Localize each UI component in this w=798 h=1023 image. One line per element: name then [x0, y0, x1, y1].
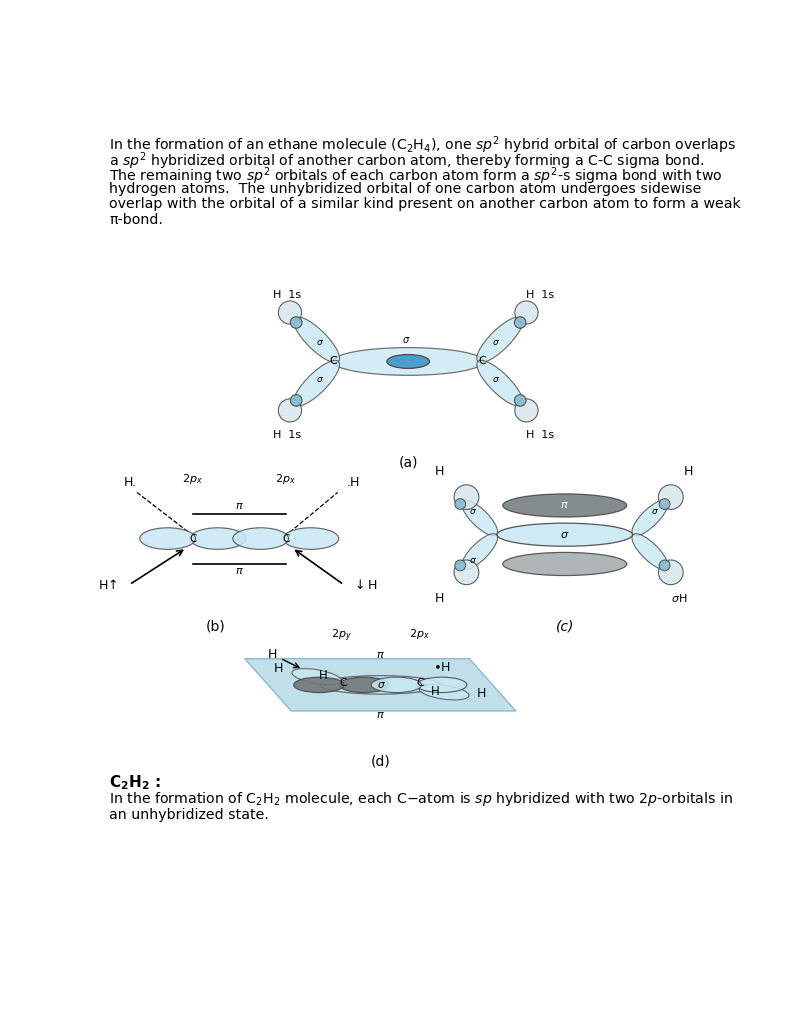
- Ellipse shape: [290, 395, 302, 406]
- Ellipse shape: [339, 677, 389, 693]
- Text: $\bullet$H: $\bullet$H: [433, 662, 451, 674]
- Ellipse shape: [294, 317, 340, 362]
- Text: C: C: [339, 678, 347, 688]
- Text: $\sigma$H: $\sigma$H: [671, 591, 687, 604]
- Ellipse shape: [320, 675, 440, 694]
- Text: overlap with the orbital of a similar kind present on another carbon atom to for: overlap with the orbital of a similar ki…: [109, 197, 741, 212]
- Text: $\sigma$: $\sigma$: [651, 507, 659, 517]
- Text: .H: .H: [346, 476, 360, 489]
- Text: H: H: [476, 686, 486, 700]
- Ellipse shape: [294, 360, 340, 406]
- Ellipse shape: [292, 669, 342, 684]
- Text: H$\!\uparrow$: H$\!\uparrow$: [98, 578, 117, 591]
- Text: $2p_x$: $2p_x$: [409, 627, 429, 641]
- Text: $\pi$: $\pi$: [560, 500, 569, 510]
- Text: $\pi$: $\pi$: [376, 650, 385, 660]
- Text: a $sp^2$ hybridized orbital of another carbon atom, thereby forming a C-C sigma : a $sp^2$ hybridized orbital of another c…: [109, 150, 705, 172]
- Ellipse shape: [279, 301, 302, 324]
- Ellipse shape: [503, 552, 626, 576]
- Text: H.: H.: [124, 476, 137, 489]
- Ellipse shape: [294, 677, 344, 693]
- Ellipse shape: [279, 399, 302, 421]
- Ellipse shape: [515, 399, 538, 421]
- Text: $2p_x$: $2p_x$: [275, 472, 296, 486]
- Ellipse shape: [290, 317, 302, 328]
- Ellipse shape: [455, 498, 466, 509]
- Text: In the formation of C$_2$H$_2$ molecule, each C$-$atom is $sp$ hybridized with t: In the formation of C$_2$H$_2$ molecule,…: [109, 791, 733, 808]
- Ellipse shape: [419, 684, 469, 700]
- Ellipse shape: [632, 500, 668, 536]
- Text: H: H: [431, 684, 440, 698]
- Text: H: H: [435, 591, 444, 605]
- Text: H  1s: H 1s: [273, 291, 301, 300]
- Text: $\sigma$: $\sigma$: [402, 335, 411, 345]
- Text: $\sigma$: $\sigma$: [316, 338, 324, 347]
- Text: H  1s: H 1s: [527, 291, 555, 300]
- Ellipse shape: [497, 523, 633, 546]
- Text: $\!\downarrow$H: $\!\downarrow$H: [354, 578, 377, 591]
- Ellipse shape: [515, 301, 538, 324]
- Ellipse shape: [658, 560, 683, 584]
- Text: C: C: [282, 534, 290, 543]
- Text: H: H: [268, 648, 299, 668]
- Text: (b): (b): [206, 619, 226, 633]
- Text: C: C: [189, 534, 196, 543]
- Text: hydrogen atoms.  The unhybridized orbital of one carbon atom undergoes sidewise: hydrogen atoms. The unhybridized orbital…: [109, 182, 701, 195]
- Text: C: C: [417, 678, 425, 688]
- Text: $\pi$: $\pi$: [376, 710, 385, 720]
- Text: $\sigma$: $\sigma$: [492, 374, 500, 384]
- Ellipse shape: [503, 494, 626, 517]
- Text: $\sigma$: $\sigma$: [492, 338, 500, 347]
- Ellipse shape: [233, 528, 289, 549]
- Text: $\pi$: $\pi$: [235, 501, 243, 512]
- Text: H  1s: H 1s: [273, 430, 301, 440]
- Ellipse shape: [461, 534, 498, 570]
- Ellipse shape: [515, 395, 526, 406]
- Ellipse shape: [140, 528, 196, 549]
- Ellipse shape: [455, 560, 466, 571]
- Text: (c): (c): [555, 619, 574, 633]
- Text: H: H: [319, 669, 328, 682]
- Text: In the formation of an ethane molecule (C$_2$H$_4$), one $sp^2$ hybrid orbital o: In the formation of an ethane molecule (…: [109, 134, 737, 155]
- Text: $\sigma$: $\sigma$: [377, 680, 386, 690]
- Text: $\sigma$: $\sigma$: [316, 374, 324, 384]
- Ellipse shape: [632, 534, 668, 570]
- Ellipse shape: [283, 528, 339, 549]
- Ellipse shape: [454, 485, 479, 509]
- Text: $\sigma$: $\sigma$: [468, 555, 476, 565]
- Ellipse shape: [658, 485, 683, 509]
- Text: $\mathbf{C_2H_2}$ :: $\mathbf{C_2H_2}$ :: [109, 773, 161, 792]
- Text: (a): (a): [398, 455, 418, 470]
- Text: $2p_x$: $2p_x$: [183, 472, 203, 486]
- Text: (d): (d): [370, 754, 390, 768]
- Ellipse shape: [454, 560, 479, 584]
- Ellipse shape: [417, 677, 467, 693]
- Text: H  1s: H 1s: [527, 430, 555, 440]
- Ellipse shape: [371, 677, 421, 693]
- Text: C: C: [329, 356, 337, 366]
- Text: H: H: [435, 464, 444, 478]
- Text: π-bond.: π-bond.: [109, 213, 163, 227]
- Text: H: H: [684, 464, 693, 478]
- Ellipse shape: [461, 500, 498, 536]
- Text: $\sigma$: $\sigma$: [560, 530, 570, 540]
- Text: H: H: [273, 662, 282, 675]
- Ellipse shape: [477, 360, 523, 406]
- Ellipse shape: [515, 317, 526, 328]
- Ellipse shape: [659, 560, 670, 571]
- Text: $2p_y$: $2p_y$: [331, 627, 352, 643]
- Text: an unhybridized state.: an unhybridized state.: [109, 808, 269, 822]
- Text: $\sigma$: $\sigma$: [468, 507, 476, 517]
- Text: $\pi$: $\pi$: [235, 566, 243, 576]
- Ellipse shape: [387, 355, 429, 368]
- Ellipse shape: [659, 498, 670, 509]
- Ellipse shape: [477, 317, 523, 362]
- Polygon shape: [245, 659, 516, 711]
- Ellipse shape: [190, 528, 246, 549]
- Ellipse shape: [333, 348, 484, 375]
- Text: C: C: [479, 356, 487, 366]
- Text: The remaining two $sp^2$ orbitals of each carbon atom form a $sp^2$-s sigma bond: The remaining two $sp^2$ orbitals of eac…: [109, 166, 723, 187]
